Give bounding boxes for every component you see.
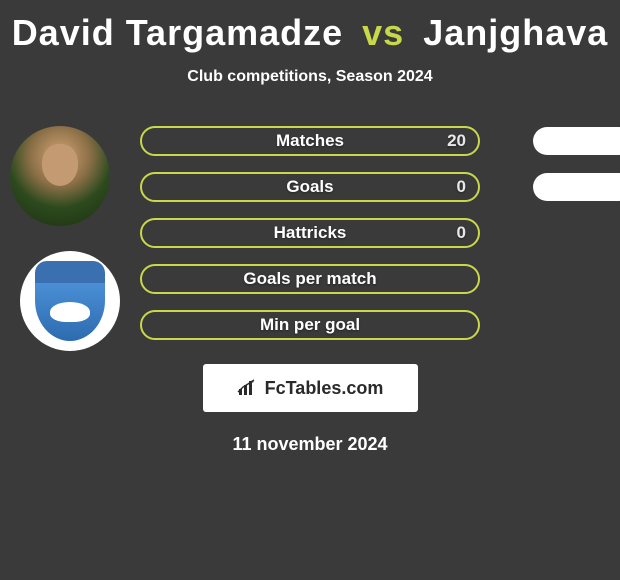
stat-value-player1: 0 xyxy=(457,223,466,243)
vs-label: vs xyxy=(362,12,404,53)
stat-label: Goals xyxy=(286,177,333,197)
stat-label: Min per goal xyxy=(260,315,360,335)
stat-value-player2-pill xyxy=(533,173,620,201)
stat-row-goals: Goals 0 xyxy=(140,172,480,202)
stat-value-player1: 0 xyxy=(457,177,466,197)
stat-label: Matches xyxy=(276,131,344,151)
subtitle: Club competitions, Season 2024 xyxy=(0,68,620,86)
stat-label: Hattricks xyxy=(274,223,347,243)
stat-label: Goals per match xyxy=(243,269,376,289)
stat-row-matches: Matches 20 xyxy=(140,126,480,156)
player1-avatar xyxy=(10,126,110,226)
infographic-container: David Targamadze vs Janjghava Club compe… xyxy=(0,0,620,463)
club-shield-icon xyxy=(35,261,105,341)
player2-badge xyxy=(20,251,120,351)
stats-area: Matches 20 Goals 0 Hattricks 0 Goals per… xyxy=(0,126,620,455)
player2-name: Janjghava xyxy=(423,12,608,53)
stat-row-hattricks: Hattricks 0 xyxy=(140,218,480,248)
stat-value-player2-pill xyxy=(533,127,620,155)
stat-row-min-per-goal: Min per goal xyxy=(140,310,480,340)
bar-chart-icon xyxy=(237,379,259,397)
footer-date: 11 november 2024 xyxy=(0,434,620,455)
stat-value-player1: 20 xyxy=(447,131,466,151)
player1-name: David Targamadze xyxy=(12,12,343,53)
branding-box: FcTables.com xyxy=(203,364,418,412)
branding-text: FcTables.com xyxy=(265,378,384,399)
comparison-title: David Targamadze vs Janjghava xyxy=(0,12,620,54)
stat-row-goals-per-match: Goals per match xyxy=(140,264,480,294)
